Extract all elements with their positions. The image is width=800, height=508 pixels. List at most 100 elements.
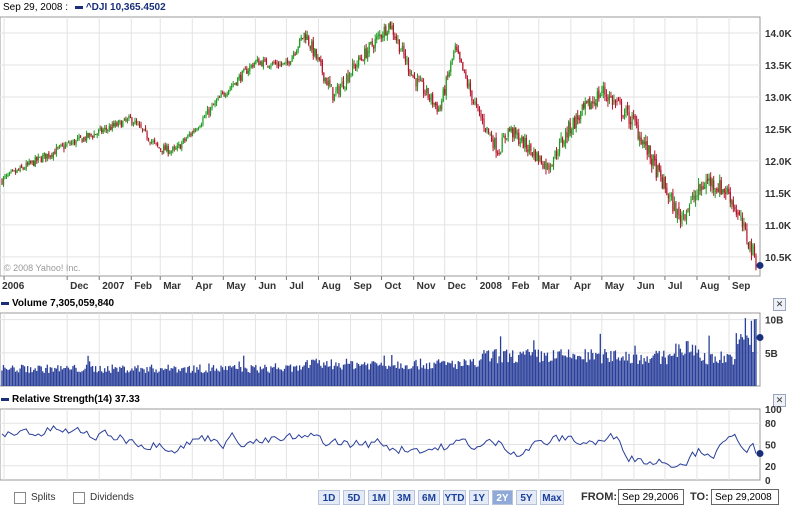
candle-body (634, 115, 636, 122)
candle-body (743, 221, 745, 227)
candle-body (516, 133, 518, 135)
candle-body (713, 180, 715, 190)
volume-bar (712, 362, 715, 386)
volume-bar (162, 370, 165, 386)
dividends-checkbox[interactable] (73, 492, 85, 504)
candle-body (182, 138, 184, 143)
candle-body (725, 192, 727, 194)
volume-bar (221, 367, 224, 386)
range-1y-button[interactable]: 1Y (469, 490, 489, 505)
candle-body (539, 156, 541, 161)
candle-body (293, 53, 295, 57)
range-1d-button[interactable]: 1D (318, 490, 340, 505)
candle-body (604, 86, 606, 95)
candle-body (149, 141, 151, 144)
candle-body (493, 138, 496, 149)
volume-bar (616, 359, 618, 386)
volume-bar (108, 370, 110, 386)
volume-bar (273, 366, 275, 386)
volume-bar (376, 363, 378, 386)
rsi-chart[interactable]: 100 80 50 20 0 (0, 392, 800, 484)
volume-bar (232, 366, 234, 386)
price-chart[interactable]: 2006 Dec 2007 Feb Mar Apr May Jun Jul Aug Sep Oct No… (0, 0, 800, 296)
volume-bar (85, 364, 88, 386)
candle-body (226, 93, 228, 96)
range-5d-button[interactable]: 5D (343, 490, 365, 505)
volume-bar (554, 358, 556, 386)
candle-body (619, 99, 621, 103)
candle-body (324, 78, 326, 82)
range-6m-button[interactable]: 6M (418, 490, 440, 505)
candle-body (487, 128, 490, 133)
volume-bar (283, 368, 286, 386)
candle-body (500, 152, 502, 154)
volume-bar (481, 353, 484, 386)
volume-bar (469, 359, 472, 386)
candle-body (410, 73, 413, 76)
range-ytd-button[interactable]: YTD (443, 490, 466, 505)
volume-bar (172, 368, 174, 386)
candle-body (302, 37, 304, 39)
splits-checkbox[interactable] (14, 492, 26, 504)
to-date-input[interactable]: Sep 29,2008 (711, 489, 779, 505)
candle-body (645, 141, 647, 146)
range-max-button[interactable]: Max (540, 490, 564, 505)
from-date-input[interactable]: Sep 29,2006 (618, 489, 684, 505)
volume-bar (430, 368, 432, 386)
candle-body (388, 23, 390, 33)
volume-bar (401, 367, 404, 386)
volume-bar (573, 354, 576, 386)
candle-body (294, 53, 296, 55)
volume-bar (706, 364, 709, 386)
candle-body (593, 101, 595, 105)
range-3m-button[interactable]: 3M (393, 490, 415, 505)
volume-bar (58, 371, 61, 386)
volume-bar (250, 365, 252, 386)
volume-bar (640, 354, 642, 386)
volume-bar (193, 365, 195, 386)
candle-body (522, 136, 524, 149)
candle-body (368, 42, 370, 53)
candle-body (181, 142, 183, 149)
candle-body (28, 160, 30, 165)
volume-bar (383, 355, 385, 386)
candle-body (258, 59, 260, 66)
volume-bar (332, 369, 334, 386)
candle-body (31, 160, 33, 163)
candle-body (69, 142, 71, 145)
volume-bar (560, 349, 562, 386)
volume-bar (465, 360, 467, 386)
volume-bar (613, 351, 615, 386)
volume-bar (691, 344, 694, 386)
candle-body (707, 178, 709, 181)
volume-bar (738, 339, 740, 386)
volume-bar (271, 367, 274, 386)
volume-close-button[interactable]: ✕ (773, 298, 786, 311)
volume-bar (714, 356, 716, 386)
range-2y-button[interactable]: 2Y (492, 490, 513, 505)
volume-bar (595, 352, 597, 386)
candle-body (318, 57, 320, 60)
volume-bar (667, 355, 669, 386)
x-tick-label: Dec (448, 281, 467, 292)
rsi-close-button[interactable]: ✕ (773, 394, 786, 407)
volume-chart[interactable]: 10B 5B (0, 296, 800, 392)
candle-body (252, 65, 254, 68)
candle-body (419, 79, 422, 81)
candle-body (439, 106, 441, 108)
candle-body (11, 170, 14, 172)
candle-body (52, 152, 54, 158)
candle-body (592, 101, 594, 104)
range-5y-button[interactable]: 5Y (516, 490, 537, 505)
range-1m-button[interactable]: 1M (368, 490, 390, 505)
rsi-header: Relative Strength(14) 37.33 (0, 392, 760, 408)
volume-bar (362, 364, 364, 386)
candle-body (311, 41, 313, 50)
volume-bar (415, 359, 417, 386)
candle-body (506, 138, 508, 140)
volume-bar (4, 367, 6, 386)
x-tick-label: Jun (637, 281, 655, 292)
candle-body (398, 39, 400, 52)
y-tick-label: 13.5K (765, 61, 792, 72)
candle-body (484, 128, 487, 131)
